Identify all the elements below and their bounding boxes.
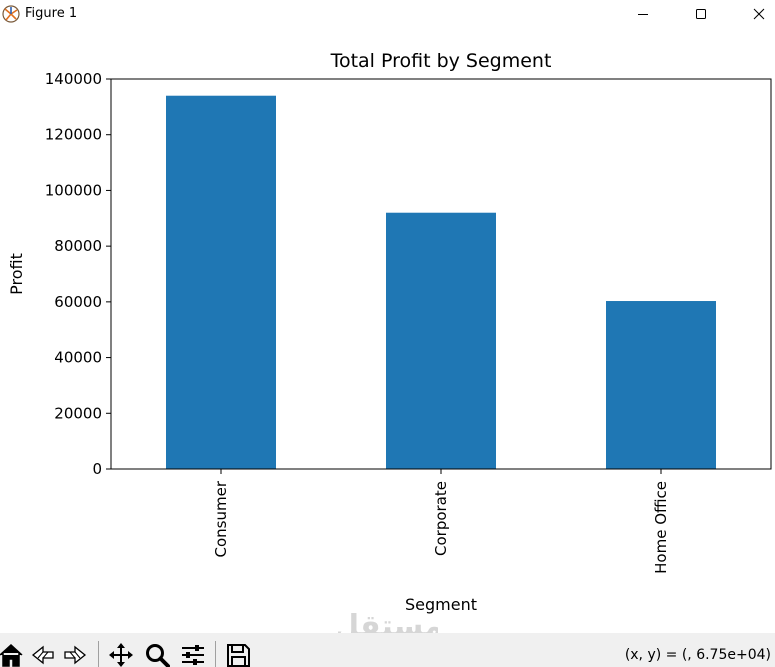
- x-axis: Consumer Corporate Home Office: [212, 469, 670, 574]
- x-tick-label: Home Office: [652, 481, 670, 574]
- maximize-button[interactable]: [678, 0, 724, 28]
- close-button[interactable]: [736, 0, 775, 28]
- bar-corporate: [386, 212, 496, 469]
- cursor-coordinates: (x, y) = (, 6.75e+04): [624, 647, 771, 663]
- y-axis: 0 20000 40000 60000 80000 100000 120000 140000: [45, 70, 111, 478]
- configure-subplots-icon[interactable]: [180, 642, 206, 667]
- x-tick-label: Corporate: [432, 481, 450, 556]
- pan-icon[interactable]: [108, 642, 134, 667]
- bar-chart: Total Profit by Segment 0 20000 40000 60000…: [7, 50, 772, 614]
- y-axis-label: Profit: [7, 253, 26, 295]
- home-icon[interactable]: [0, 642, 24, 667]
- y-tick-label: 120000: [45, 126, 102, 144]
- minimize-button[interactable]: [620, 0, 666, 28]
- forward-icon[interactable]: [62, 642, 88, 667]
- chart-title: Total Profit by Segment: [330, 50, 552, 72]
- toolbar-separator: [215, 641, 216, 667]
- zoom-icon[interactable]: [144, 642, 170, 667]
- toolbar-separator: [98, 641, 99, 667]
- y-tick-label: 0: [92, 460, 102, 478]
- navigation-toolbar: (x, y) = (, 6.75e+04): [0, 633, 775, 667]
- matplotlib-icon: [2, 5, 20, 23]
- figure-canvas[interactable]: Total Profit by Segment 0 20000 40000 60000…: [0, 30, 775, 633]
- window-title: Figure 1: [25, 6, 78, 21]
- minimize-icon: [638, 14, 648, 15]
- x-tick-label: Consumer: [212, 480, 230, 557]
- back-icon[interactable]: [30, 642, 56, 667]
- axes-frame: [110, 78, 772, 470]
- title-bar: Figure 1: [0, 0, 775, 30]
- y-tick-label: 20000: [54, 404, 102, 422]
- bar-consumer: [166, 95, 276, 469]
- bars-group: [166, 95, 716, 469]
- close-icon: [753, 8, 765, 20]
- y-tick-label: 100000: [45, 181, 102, 199]
- bar-home-office: [606, 301, 716, 469]
- maximize-icon: [696, 9, 706, 19]
- y-tick-label: 80000: [54, 237, 102, 255]
- y-tick-label: 40000: [54, 349, 102, 367]
- y-tick-label: 140000: [45, 70, 102, 88]
- save-icon[interactable]: [225, 642, 251, 667]
- x-axis-label: Segment: [405, 595, 477, 614]
- y-tick-label: 60000: [54, 293, 102, 311]
